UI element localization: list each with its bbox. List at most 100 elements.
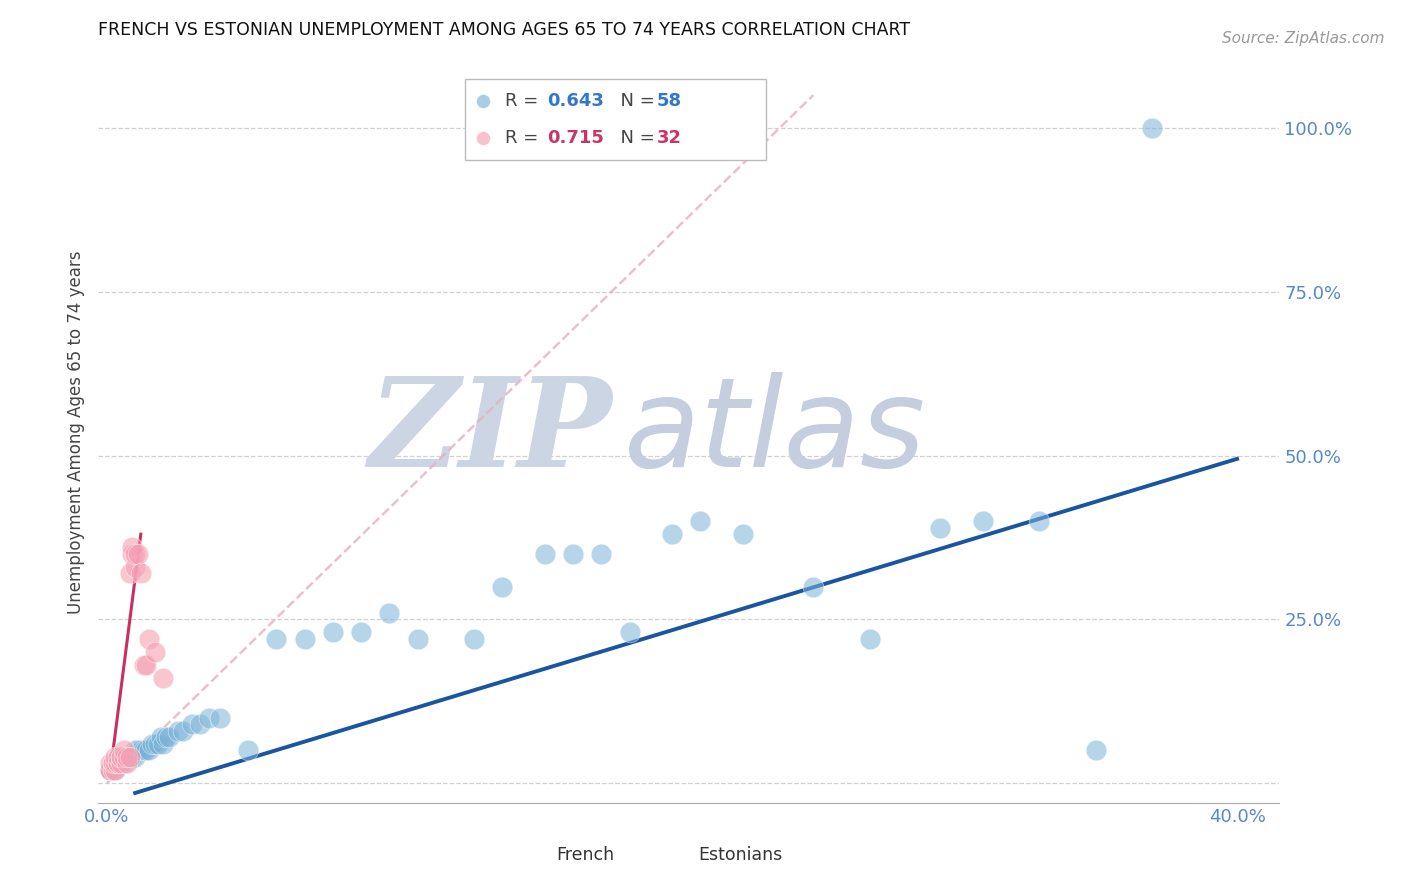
Point	[180, 717, 202, 731]
Point	[104, 763, 127, 777]
Point	[101, 763, 124, 777]
Point	[138, 632, 160, 646]
Bar	[464, 78, 766, 161]
Point	[491, 580, 513, 594]
Text: N =: N =	[609, 129, 661, 147]
Point	[350, 625, 373, 640]
Point	[115, 756, 138, 771]
Point	[110, 756, 132, 771]
Point	[118, 750, 141, 764]
Point	[166, 723, 188, 738]
Point	[121, 541, 143, 555]
Text: FRENCH VS ESTONIAN UNEMPLOYMENT AMONG AGES 65 TO 74 YEARS CORRELATION CHART: FRENCH VS ESTONIAN UNEMPLOYMENT AMONG AG…	[98, 21, 911, 38]
Point	[378, 606, 401, 620]
Point	[124, 743, 146, 757]
Point	[197, 711, 219, 725]
Point	[591, 547, 613, 561]
Point	[801, 580, 824, 594]
Y-axis label: Unemployment Among Ages 65 to 74 years: Unemployment Among Ages 65 to 74 years	[66, 251, 84, 615]
Point	[138, 743, 160, 757]
Point	[98, 763, 121, 777]
Point	[157, 731, 180, 745]
Point	[101, 763, 124, 777]
Point	[266, 632, 288, 646]
Point	[294, 632, 316, 646]
Point	[149, 731, 172, 745]
Point	[135, 743, 157, 757]
Point	[238, 743, 260, 757]
Text: Estonians: Estonians	[699, 846, 783, 863]
Point	[129, 566, 152, 581]
Point	[972, 514, 994, 528]
Point	[112, 750, 135, 764]
Point	[859, 632, 882, 646]
Point	[118, 566, 141, 581]
Point	[141, 737, 163, 751]
Text: French: French	[557, 846, 614, 863]
Point	[661, 527, 683, 541]
Point	[104, 750, 127, 764]
Point	[143, 645, 166, 659]
Point	[124, 560, 146, 574]
Point	[98, 763, 121, 777]
Point	[322, 625, 344, 640]
Point	[107, 756, 129, 771]
Point	[124, 750, 146, 764]
Point	[118, 750, 141, 764]
Point	[143, 737, 166, 751]
Point	[101, 756, 124, 771]
Point	[1084, 743, 1107, 757]
Point	[107, 756, 129, 771]
Point	[121, 750, 143, 764]
Point	[112, 756, 135, 771]
Point	[107, 750, 129, 764]
Text: N =: N =	[609, 92, 661, 110]
Point	[155, 731, 177, 745]
Point	[110, 750, 132, 764]
Point	[121, 547, 143, 561]
Point	[115, 750, 138, 764]
Point	[104, 763, 127, 777]
Point	[127, 743, 149, 757]
Point	[1028, 514, 1050, 528]
Point	[110, 750, 132, 764]
Point	[689, 514, 711, 528]
Point	[1142, 120, 1164, 135]
Point	[107, 756, 129, 771]
Point	[129, 743, 152, 757]
Point	[112, 750, 135, 764]
Point	[135, 658, 157, 673]
Point	[132, 658, 155, 673]
Text: R =: R =	[505, 92, 544, 110]
Point	[188, 717, 211, 731]
Point	[929, 521, 952, 535]
Point	[104, 756, 127, 771]
Point	[115, 750, 138, 764]
Point	[110, 750, 132, 764]
Point	[104, 756, 127, 771]
Point	[534, 547, 557, 561]
Point	[619, 625, 641, 640]
Text: ZIP: ZIP	[368, 372, 612, 493]
Text: atlas: atlas	[624, 372, 927, 493]
Point	[132, 743, 155, 757]
Point	[101, 756, 124, 771]
Point	[172, 723, 194, 738]
Point	[152, 671, 174, 685]
Point	[146, 737, 169, 751]
Text: Source: ZipAtlas.com: Source: ZipAtlas.com	[1222, 31, 1385, 46]
Point	[152, 737, 174, 751]
Point	[124, 547, 146, 561]
Text: 32: 32	[657, 129, 682, 147]
Point	[110, 756, 132, 771]
Point	[127, 547, 149, 561]
Text: 58: 58	[657, 92, 682, 110]
Point	[98, 763, 121, 777]
Point	[208, 711, 231, 725]
Point	[731, 527, 754, 541]
Point	[562, 547, 585, 561]
Point	[112, 743, 135, 757]
Point	[406, 632, 429, 646]
Point	[98, 763, 121, 777]
Point	[107, 756, 129, 771]
